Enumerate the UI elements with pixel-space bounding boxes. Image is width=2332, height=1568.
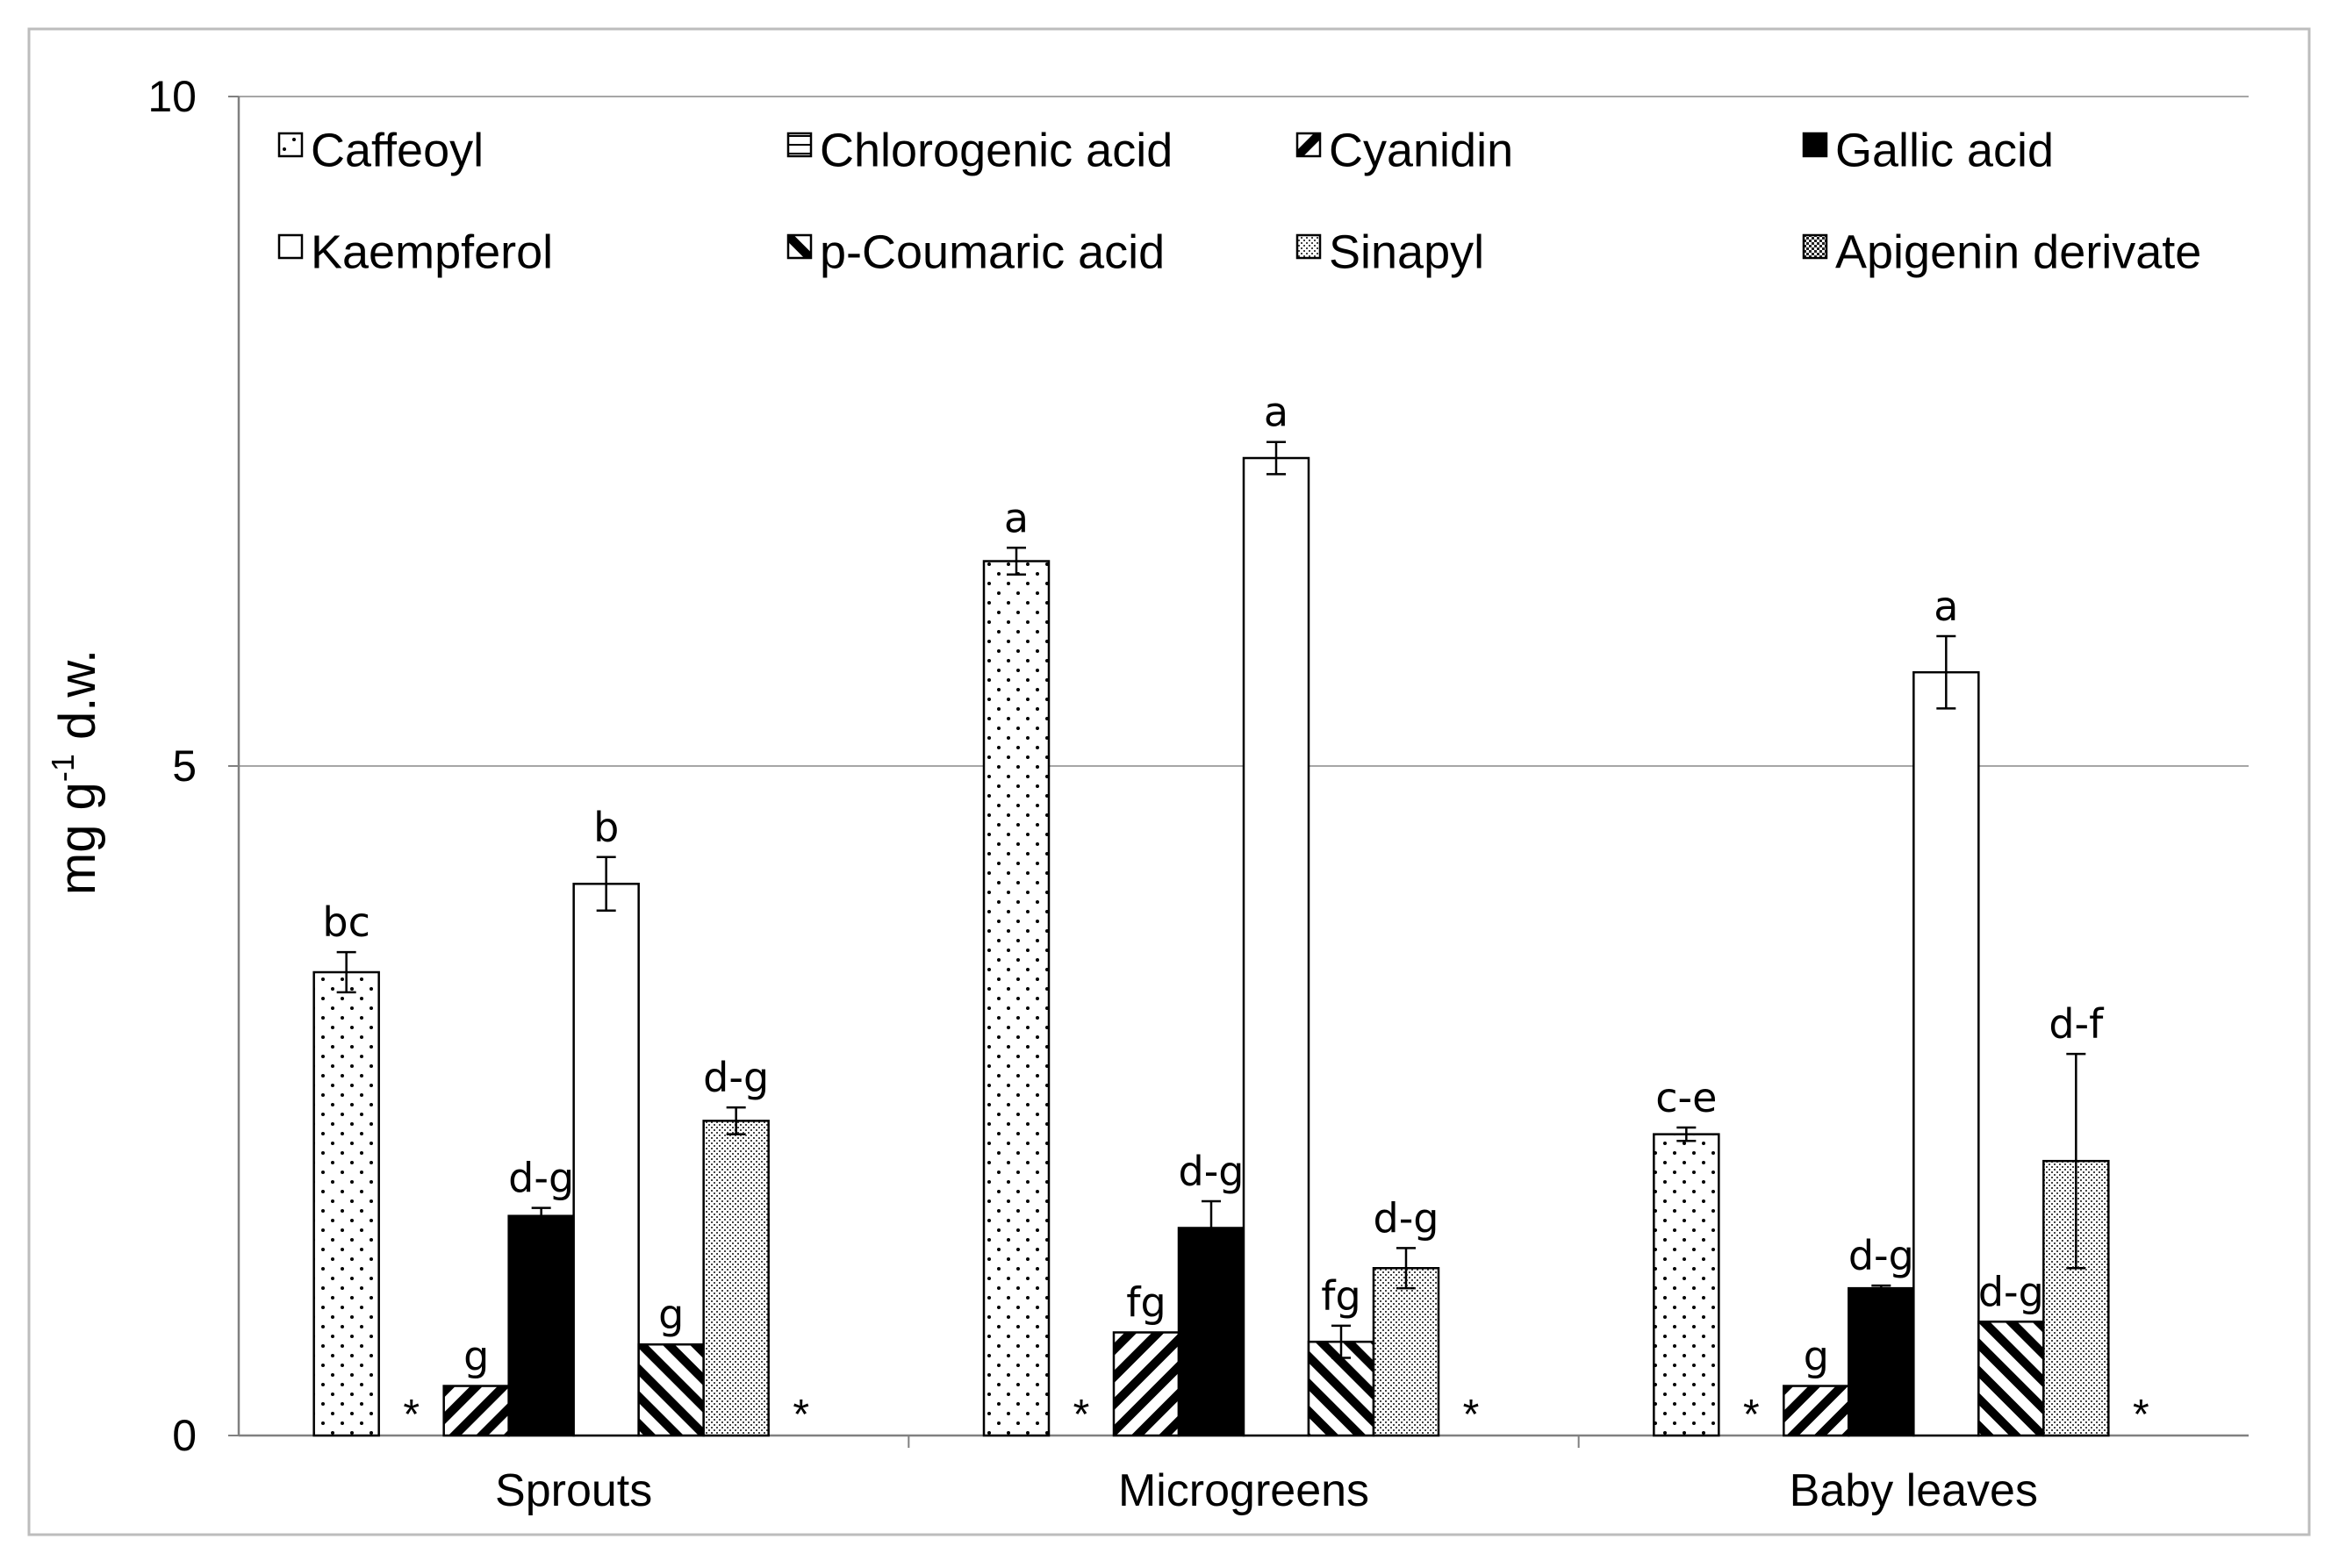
significance-letter: a (1004, 494, 1029, 541)
bar (1977, 1321, 2045, 1437)
error-bar (1266, 440, 1286, 476)
x-category-label: Baby leaves (1790, 1465, 2038, 1516)
legend-swatch (786, 132, 813, 158)
error-bar (531, 1206, 551, 1226)
x-category-label: Sprouts (495, 1465, 652, 1516)
significance-labels: bc a c-e * * * g fg g d-g d-g d-g b a a g fg d-g d-g d-g d-f… (322, 389, 2149, 1438)
bar (1112, 1331, 1180, 1437)
legend-label: Kaempferol (311, 226, 553, 278)
bar (1242, 456, 1310, 1437)
bar (312, 970, 380, 1437)
bar (442, 1385, 510, 1437)
error-bar (1871, 1284, 1891, 1292)
legend-swatch (1295, 132, 1322, 158)
error-bar (2066, 1052, 2086, 1270)
y-tick-label: 0 (172, 1411, 197, 1460)
bar (572, 883, 640, 1437)
missing-value-marker: * (1463, 1392, 1480, 1438)
legend-swatch (277, 132, 304, 158)
y-tick-label: 5 (172, 741, 197, 791)
bar (1653, 1133, 1720, 1437)
legend: Caffeoyl Chlorogenic acid Cyanidin Gallic a… (277, 124, 2201, 278)
error-bar (336, 950, 356, 994)
legend-swatch (1802, 233, 1828, 260)
significance-letter: b (593, 804, 619, 851)
significance-letter: d-g (508, 1155, 574, 1202)
bar (1783, 1385, 1850, 1437)
legend-swatch (1295, 233, 1322, 260)
legend-item: Cyanidin (1295, 124, 1513, 176)
missing-value-marker: * (1743, 1392, 1760, 1438)
significance-letter: d-f (2049, 1000, 2105, 1048)
error-bar (1202, 1199, 1221, 1257)
legend-item: Chlorogenic acid (786, 124, 1173, 176)
bar (1372, 1267, 1440, 1437)
missing-value-marker: * (403, 1392, 420, 1438)
legend-label: Caffeoyl (311, 124, 484, 176)
significance-letter: fg (1126, 1278, 1166, 1326)
missing-value-marker: * (793, 1392, 809, 1438)
legend-item: Apigenin derivate (1802, 226, 2201, 278)
bar (982, 560, 1051, 1437)
bar (1177, 1227, 1245, 1437)
legend-label: Cyanidin (1329, 124, 1513, 176)
significance-letter: g (463, 1333, 489, 1380)
legend-swatch (786, 233, 813, 260)
legend-item: Caffeoyl (277, 124, 484, 176)
legend-label: Chlorogenic acid (820, 124, 1173, 176)
significance-letter: d-g (1848, 1232, 1914, 1279)
error-bar (596, 856, 616, 913)
missing-value-marker: * (1073, 1392, 1090, 1438)
legend-label: Sinapyl (1329, 226, 1484, 278)
bar (1912, 670, 1980, 1437)
legend-item: Sinapyl (1295, 226, 1484, 278)
missing-value-marker: * (2133, 1392, 2149, 1438)
error-bar (1676, 1126, 1697, 1142)
error-bar (1007, 547, 1026, 576)
legend-swatch (277, 233, 304, 260)
legend-label: p-Coumaric acid (820, 226, 1165, 278)
bar (1848, 1286, 1915, 1437)
x-category-label: Microgreens (1118, 1465, 1369, 1516)
error-bar (726, 1106, 746, 1135)
bars (312, 440, 2110, 1437)
bar (702, 1120, 770, 1437)
significance-letter: a (1264, 389, 1288, 436)
legend-item: Kaempferol (277, 226, 553, 278)
legend-label: Gallic acid (1835, 124, 2054, 176)
significance-letter: d-g (703, 1054, 769, 1101)
significance-letter: bc (322, 899, 370, 946)
significance-letter: d-g (1978, 1268, 2044, 1315)
significance-letter: a (1934, 583, 1958, 630)
error-bar (1936, 634, 1956, 710)
significance-letter: g (1804, 1333, 1829, 1380)
significance-letter: c-e (1655, 1074, 1717, 1121)
significance-letter: d-g (1179, 1148, 1245, 1195)
error-bar (1331, 1324, 1351, 1359)
significance-letter: g (658, 1291, 684, 1338)
significance-letter: d-g (1374, 1194, 1439, 1242)
legend-label: Apigenin derivate (1835, 226, 2201, 278)
legend-item: Gallic acid (1802, 124, 2054, 176)
bar (507, 1214, 575, 1437)
y-tick-label: 10 (147, 72, 197, 121)
y-axis-title: mg g-1 d.w. (45, 649, 106, 895)
significance-letter: fg (1321, 1272, 1360, 1320)
legend-swatch (1802, 132, 1828, 158)
error-bar (1396, 1247, 1416, 1290)
bar (637, 1342, 705, 1437)
legend-item: p-Coumaric acid (786, 226, 1165, 278)
